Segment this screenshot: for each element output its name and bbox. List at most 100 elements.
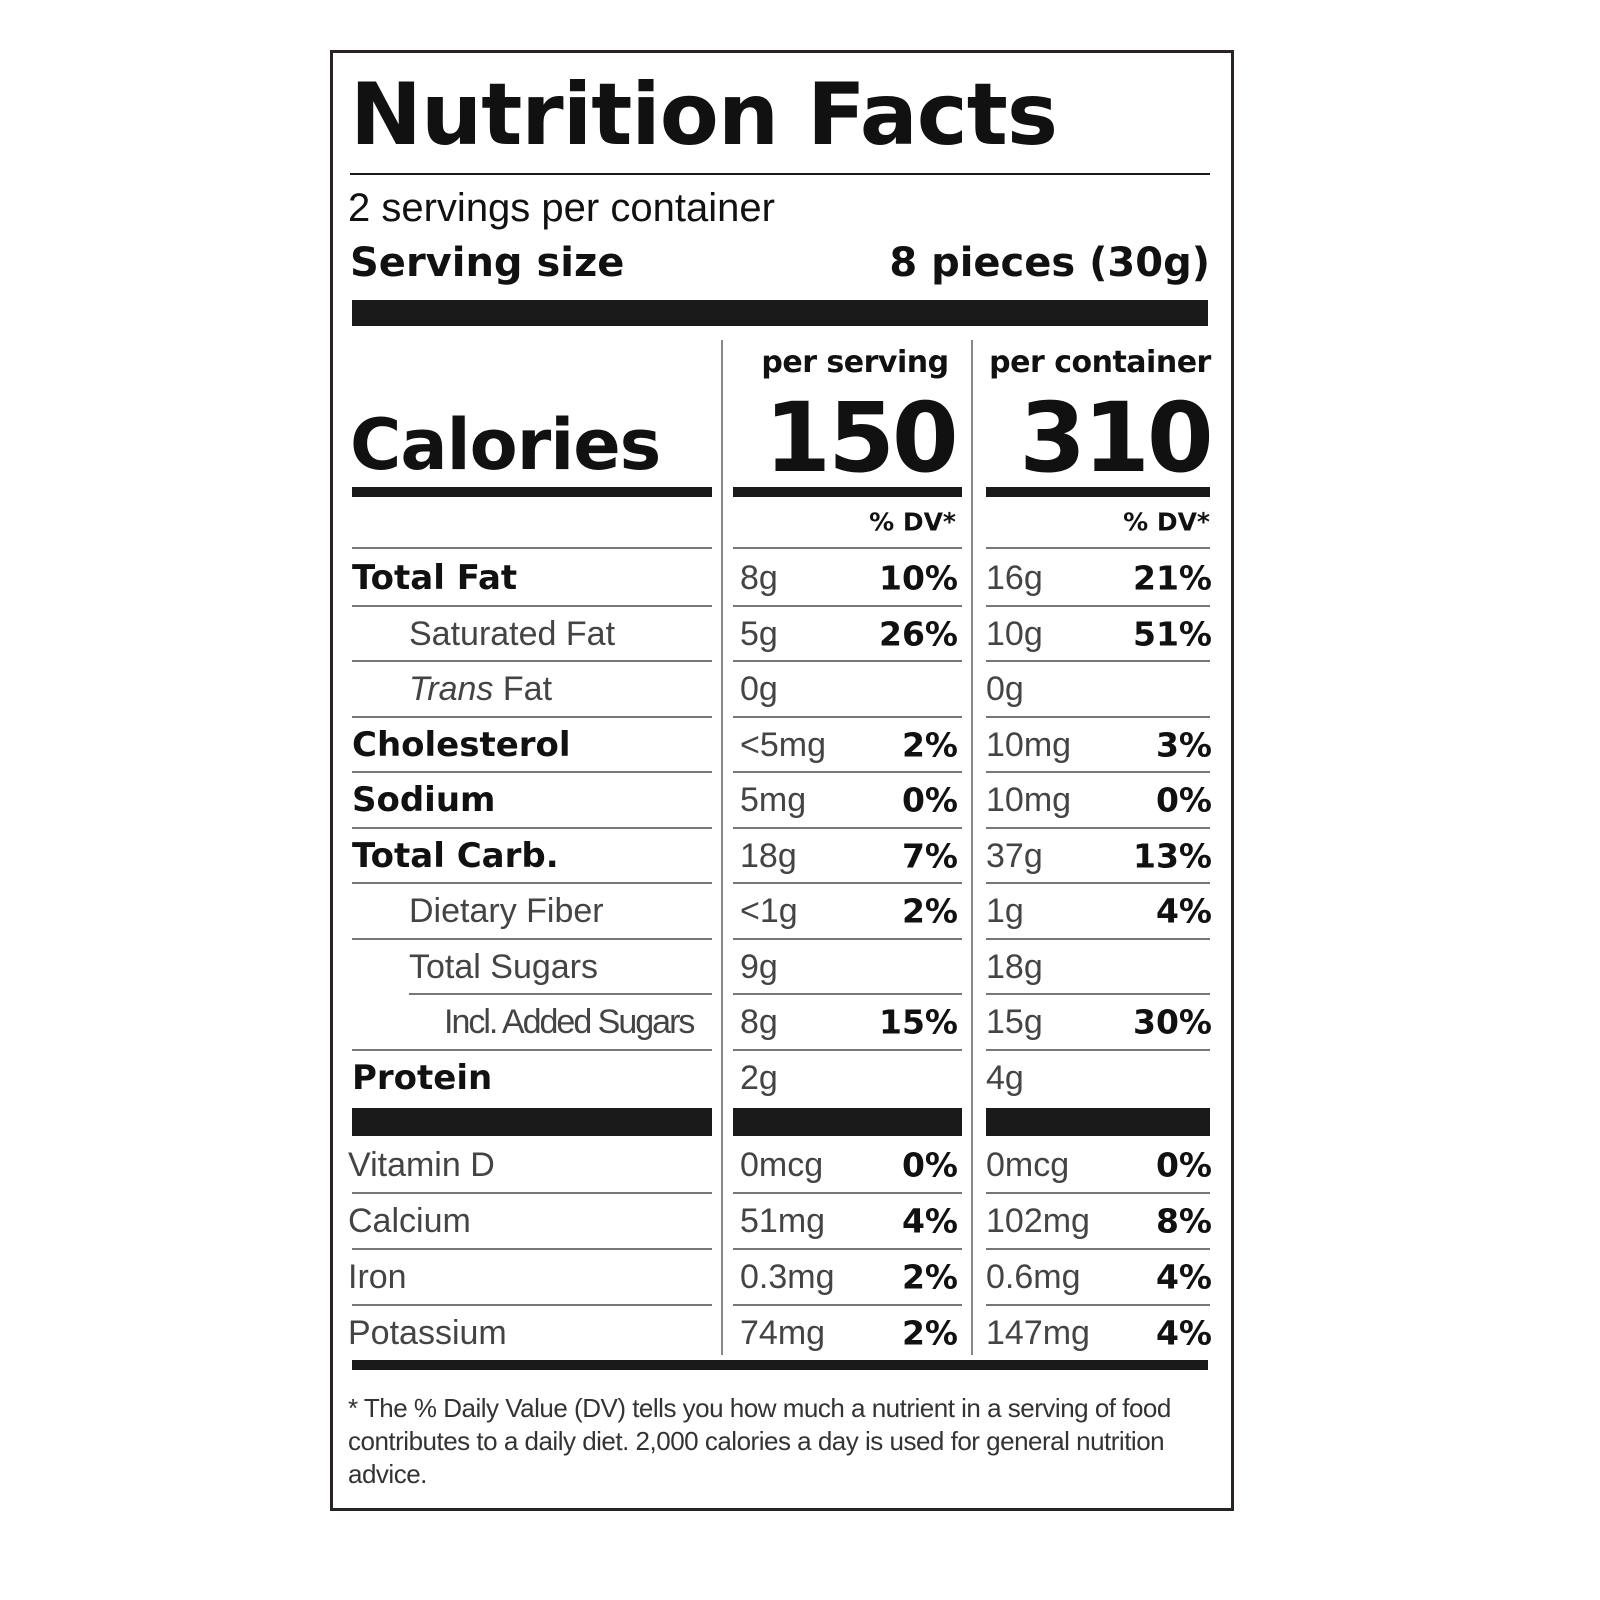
amount: 0mcg [986, 1146, 1070, 1184]
calories-value: 150 [764, 382, 958, 494]
rule [986, 716, 1210, 718]
amount: 2g [740, 1058, 778, 1097]
daily-value: 0% [1155, 780, 1212, 820]
daily-value: 3% [1155, 725, 1212, 764]
amount: 102mg [986, 1202, 1090, 1240]
column-heading: per serving [761, 345, 949, 380]
rule [733, 827, 962, 829]
calories-value: 310 [1019, 382, 1213, 494]
amount: 16g [986, 559, 1043, 597]
amount: 51mg [740, 1202, 826, 1240]
title: Nutrition Facts [350, 65, 1058, 165]
amount: 8g [740, 1003, 778, 1041]
amount: 10mg [986, 725, 1072, 764]
rule [986, 1192, 1210, 1194]
column-divider [971, 340, 973, 1355]
thick-rule [733, 487, 962, 497]
amount: <5mg [740, 725, 826, 764]
amount: 147mg [986, 1314, 1090, 1352]
thick-rule [733, 1108, 962, 1136]
amount: 18g [986, 947, 1043, 986]
amount: 4g [986, 1058, 1024, 1097]
thick-rule [352, 487, 712, 497]
nutrient-name: Calcium [348, 1202, 471, 1240]
amount: 5mg [740, 781, 807, 819]
amount: 0mcg [740, 1146, 824, 1184]
amount: 10mg [986, 781, 1072, 819]
daily-value: 21% [1133, 558, 1212, 598]
rule [986, 1248, 1210, 1250]
rule [986, 993, 1210, 995]
thick-rule [352, 300, 1208, 326]
rule [986, 660, 1210, 662]
rule [733, 771, 962, 773]
rule [733, 605, 962, 607]
nutrient-name: Total Fat [352, 558, 518, 598]
column-heading: per container [989, 345, 1211, 380]
amount: <1g [740, 892, 798, 930]
rule [733, 1248, 962, 1250]
rule [733, 716, 962, 718]
name-part: Fat [502, 670, 553, 708]
nutrient-name: Incl. Added Sugars [444, 1003, 695, 1041]
thick-rule [986, 487, 1210, 497]
dv-heading: % DV* [869, 507, 956, 537]
rule [352, 547, 712, 549]
rule [352, 771, 712, 773]
rule [352, 1192, 712, 1194]
rule [733, 660, 962, 662]
rule [986, 1049, 1210, 1051]
serving-size-value: 8 pieces (30g) [889, 240, 1210, 286]
rule [986, 771, 1210, 773]
rule [733, 1049, 962, 1051]
servings: 2 servings per container [348, 186, 775, 230]
amount: 37g [986, 836, 1043, 875]
name-part: Trans [409, 670, 494, 708]
rule [352, 660, 712, 662]
amount: 0g [740, 670, 778, 708]
nutrient-name: Dietary Fiber [409, 892, 604, 930]
label-border [330, 50, 1234, 1511]
nutrient-name: Total Carb. [352, 835, 559, 876]
amount: 18g [740, 836, 797, 875]
rule [352, 1248, 712, 1250]
dv-heading: % DV* [1123, 507, 1210, 537]
amount: 74mg [740, 1314, 826, 1352]
daily-value: 0% [901, 1145, 958, 1185]
thick-rule [352, 1360, 1208, 1370]
nutrient-name: Cholesterol [352, 724, 571, 765]
rule [986, 1304, 1210, 1306]
amount: 1g [986, 892, 1024, 930]
nutrient-name: Sodium [352, 780, 496, 820]
daily-value: 51% [1133, 614, 1212, 653]
rule [352, 827, 712, 829]
rule [986, 882, 1210, 884]
rule [352, 605, 712, 607]
footnote: * The % Daily Value (DV) tells you how m… [348, 1393, 1171, 1489]
calories-label: Calories [350, 404, 661, 486]
amount: 5g [740, 614, 778, 653]
rule [733, 1304, 962, 1306]
amount: 10g [986, 614, 1043, 653]
thick-rule [352, 1108, 712, 1136]
nutrient-name: Potassium [348, 1314, 507, 1352]
amount: 15g [986, 1003, 1043, 1041]
column-divider [721, 340, 723, 1355]
daily-value: 2% [901, 891, 958, 931]
amount: 9g [740, 947, 778, 986]
nutrient-name: Vitamin D [348, 1146, 495, 1184]
rule [352, 1304, 712, 1306]
rule [350, 173, 1210, 175]
nutrient-name: Trans Fat [409, 672, 552, 706]
amount: 0g [986, 670, 1024, 708]
daily-value: 13% [1133, 836, 1212, 875]
nutrient-name: Saturated Fat [409, 614, 616, 653]
rule [352, 716, 712, 718]
rule [409, 993, 712, 995]
daily-value: 10% [879, 558, 958, 598]
daily-value: 4% [1155, 1313, 1212, 1353]
daily-value: 0% [901, 780, 958, 820]
rule [733, 882, 962, 884]
rule [733, 993, 962, 995]
daily-value: 4% [1155, 891, 1212, 931]
